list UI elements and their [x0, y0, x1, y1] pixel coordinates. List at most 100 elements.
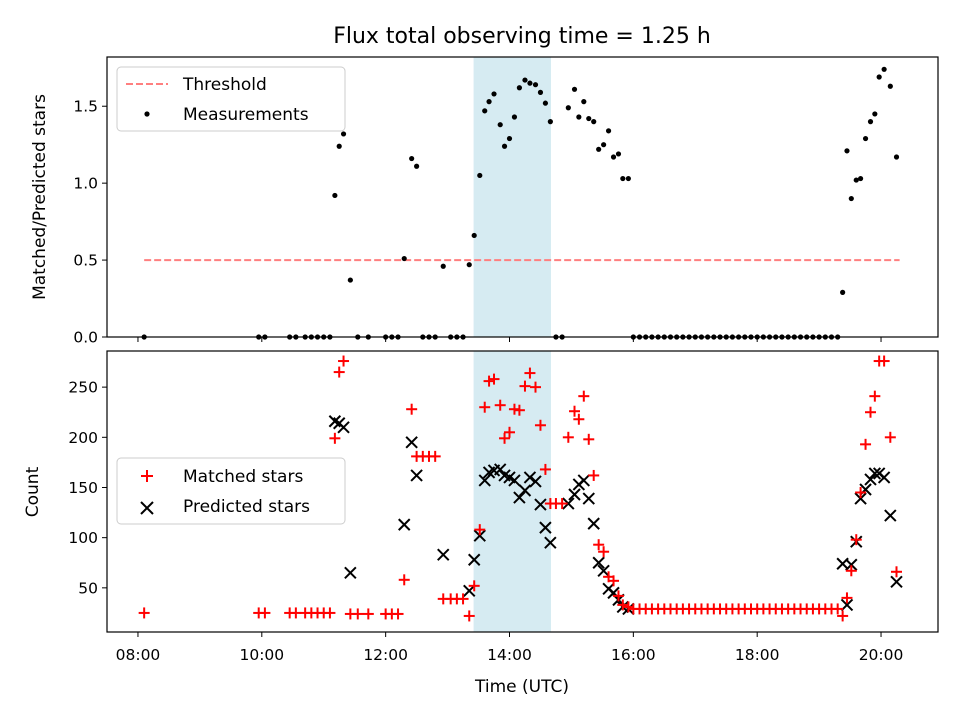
measurement-point — [482, 108, 488, 114]
matched-star-point — [483, 375, 495, 387]
measurement-point — [881, 66, 887, 72]
y-tick-label: 0.5 — [73, 252, 98, 270]
matched-star-point — [329, 432, 341, 444]
matched-star-point — [612, 590, 624, 602]
matched-star-point — [869, 390, 881, 402]
predicted-star-point — [582, 492, 595, 505]
measurement-point — [893, 154, 900, 160]
measurement-point — [620, 175, 626, 182]
measurement-point — [409, 155, 415, 162]
matched-star-point — [569, 405, 581, 417]
matched-star-point — [333, 366, 345, 378]
measurement-point — [565, 105, 571, 111]
matched-star-point — [406, 403, 418, 415]
x-tick-label: 20:00 — [859, 646, 904, 664]
bottom-legend: Matched stars Predicted stars — [116, 457, 346, 525]
predicted-star-point — [398, 518, 411, 531]
matched-star-point — [290, 607, 302, 619]
measurement-point — [887, 83, 893, 89]
top-ylabel: Matched/Predicted stars — [30, 94, 50, 300]
x-tick-label: 08:00 — [116, 646, 161, 664]
measurement-point — [615, 151, 622, 157]
x-tick-label: 16:00 — [611, 646, 656, 664]
matched-star-point — [837, 610, 849, 622]
matched-star-point — [398, 574, 410, 586]
matched-star-point — [488, 373, 500, 385]
matched-star-point — [539, 463, 551, 475]
predicted-star-point — [513, 491, 526, 504]
matched-star-point — [562, 431, 574, 443]
measurement-point — [610, 154, 617, 160]
matched-star-point — [855, 487, 867, 499]
matched-star-point — [338, 355, 350, 367]
predicted-star-point — [592, 556, 605, 569]
matched-star-point — [534, 419, 546, 431]
y-tick-label: 50 — [78, 579, 98, 597]
matched-star-point — [556, 498, 568, 510]
measurement-point — [576, 114, 582, 120]
predicted-star-point — [539, 521, 552, 534]
matched-star-point — [884, 431, 896, 443]
measurement-point — [848, 195, 854, 202]
measurement-point — [527, 80, 533, 86]
measurement-point — [605, 128, 612, 134]
top-legend: Threshold Measurements — [116, 66, 346, 132]
predicted-star-point — [884, 509, 897, 522]
predicted-star-point — [877, 471, 891, 484]
predicted-star-point — [463, 584, 476, 598]
predicted-star-point — [523, 471, 537, 484]
predicted-star-point — [544, 536, 557, 549]
bottom-highlight-span — [473, 351, 551, 632]
measurement-point — [347, 277, 353, 283]
matched-star-point — [593, 539, 605, 551]
legend-measurements-swatch — [144, 111, 150, 117]
legend-matched-swatch — [141, 470, 153, 482]
x-axis-label: Time (UTC) — [474, 677, 569, 697]
legend-matched-label: Matched stars — [183, 467, 303, 487]
y-tick-label: 0.0 — [73, 329, 98, 347]
predicted-star-point — [864, 473, 877, 486]
top-axes-frame — [106, 56, 939, 338]
y-tick-label: 1.5 — [73, 98, 98, 116]
predicted-star-point — [597, 564, 610, 577]
predicted-star-point — [437, 548, 450, 561]
measurement-point — [542, 100, 549, 106]
matched-star-point — [891, 566, 903, 578]
matched-star-point — [503, 426, 515, 438]
matched-star-point — [352, 608, 364, 620]
predicted-star-point — [344, 566, 357, 579]
y-tick-label: 100 — [68, 529, 98, 547]
measurement-point — [491, 91, 497, 97]
predicted-star-point — [410, 469, 423, 482]
matched-star-point — [578, 390, 590, 402]
predicted-star-point — [473, 529, 486, 542]
measurement-point — [872, 111, 878, 117]
measurement-point — [340, 131, 347, 137]
predicted-star-point — [854, 492, 867, 505]
measurement-point — [414, 163, 420, 169]
measurement-point — [862, 135, 869, 142]
matched-star-point — [474, 524, 486, 536]
matched-star-point — [392, 608, 404, 620]
legend-measurements-label: Measurements — [183, 105, 309, 125]
matched-star-point — [608, 575, 620, 587]
matched-star-point — [513, 404, 525, 416]
measurement-point — [336, 143, 342, 149]
measurement-point — [486, 99, 492, 105]
legend-predicted-swatch — [140, 501, 154, 515]
matched-star-point — [463, 610, 475, 622]
predicted-star-point — [467, 553, 481, 566]
matched-star-point — [429, 450, 441, 462]
y-tick-label: 1.0 — [73, 175, 98, 193]
legend-predicted-label: Predicted stars — [183, 497, 310, 517]
measurement-point — [537, 89, 544, 95]
measurement-point — [471, 232, 477, 239]
measurement-point — [332, 192, 338, 199]
measurement-point — [857, 175, 864, 182]
y-tick-label: 150 — [68, 479, 98, 497]
measurement-point — [571, 86, 578, 92]
chart-title: Flux total observing time = 1.25 h — [333, 24, 711, 49]
x-tick-label: 18:00 — [735, 646, 780, 664]
measurement-point — [477, 172, 483, 179]
